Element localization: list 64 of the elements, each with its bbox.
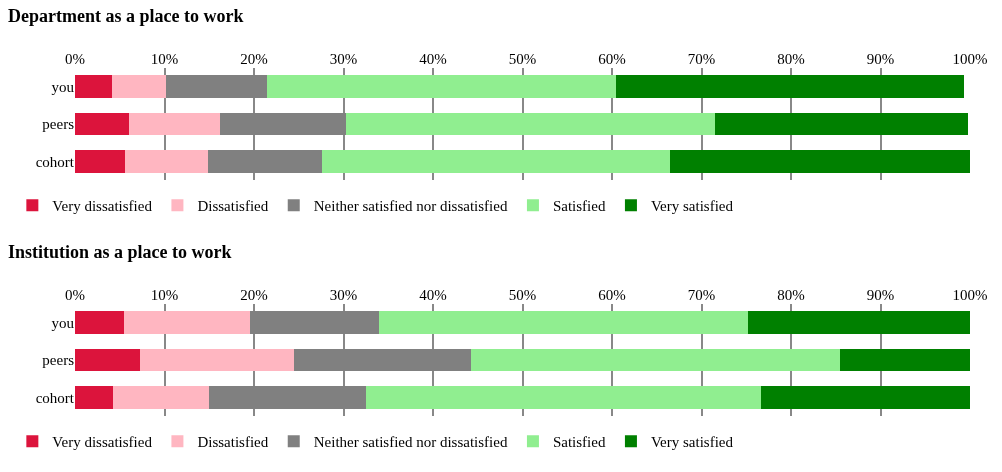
x-tick-label: 20% [240, 287, 268, 303]
x-tick-label: 70% [687, 287, 716, 303]
x-tick-label: 40% [419, 51, 447, 67]
legend-label: Dissatisfied [197, 434, 269, 451]
bar [75, 348, 141, 372]
x-tick-label: 40% [419, 287, 447, 303]
x-tick-label: 70% [687, 51, 716, 67]
x-tick-label: 10% [150, 51, 179, 67]
x-tick-label: 80% [777, 287, 805, 303]
bar [125, 150, 209, 173]
x-tick-label: 50% [508, 287, 537, 303]
legend-label: Very satisfied [650, 198, 734, 215]
y-tick-label: cohort [35, 153, 75, 170]
legend-label: Satisfied [552, 434, 606, 451]
x-tick-label: 60% [598, 287, 626, 303]
y-tick-label: peers [42, 352, 75, 369]
legend-label: Very dissatisfied [52, 198, 153, 215]
legend-label: Very satisfied [650, 434, 734, 451]
x-tick-label: 30% [329, 287, 358, 303]
bar [267, 75, 617, 98]
x-tick-label: 60% [598, 51, 626, 67]
legend-label: Neither satisfied nor dissatisfied [313, 434, 508, 451]
bar [346, 112, 715, 136]
bar [124, 311, 250, 334]
bar [714, 112, 969, 136]
legend-label: Neither satisfied nor dissatisfied [313, 198, 508, 215]
y-tick-label: cohort [35, 389, 75, 406]
bar [128, 112, 220, 136]
x-tick-label: 20% [240, 51, 268, 67]
bar [75, 386, 114, 409]
bar [113, 386, 210, 409]
x-tick-label: 90% [866, 287, 895, 303]
bar [760, 386, 970, 409]
bar [140, 348, 295, 372]
x-tick-label: 100% [952, 287, 988, 303]
bar [670, 150, 970, 173]
x-tick-label: 0% [65, 51, 85, 67]
x-tick-label: 10% [150, 287, 179, 303]
bar [379, 311, 749, 334]
legend-label: Satisfied [552, 198, 606, 215]
bar [470, 348, 841, 372]
bar [75, 112, 129, 136]
chart-title: Department as a place to work [8, 6, 244, 27]
x-tick-label: 80% [777, 51, 805, 67]
bar [616, 75, 964, 98]
x-tick-label: 100% [952, 51, 988, 67]
x-tick-label: 0% [65, 287, 85, 303]
y-tick-label: peers [42, 116, 75, 133]
bar [748, 311, 970, 334]
bar [365, 386, 761, 409]
x-tick-label: 50% [508, 51, 537, 67]
bar [75, 75, 112, 98]
legend-label: Dissatisfied [197, 198, 269, 215]
x-tick-label: 30% [329, 51, 358, 67]
x-tick-label: 90% [866, 51, 895, 67]
bar [322, 150, 671, 173]
legend-label: Very dissatisfied [52, 434, 153, 451]
bar [111, 75, 167, 98]
y-tick-label: you [51, 314, 75, 331]
bar [75, 311, 125, 334]
bar [75, 150, 126, 173]
y-tick-label: you [51, 78, 75, 95]
bar [840, 348, 970, 372]
chart-title: Institution as a place to work [8, 242, 232, 263]
